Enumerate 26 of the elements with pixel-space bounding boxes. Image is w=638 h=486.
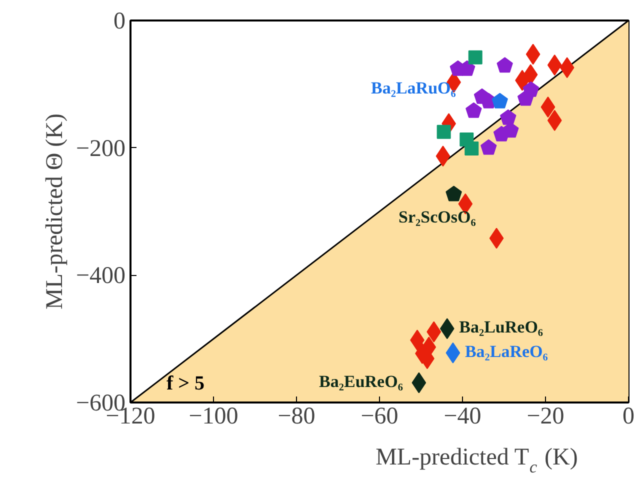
x-tick-label: −20 (526, 404, 564, 430)
y-axis-title: ML-predicted Θ (K) (42, 114, 68, 310)
annotation: Ba₂EuReO₆ (319, 372, 403, 391)
y-tick-label: −200 (76, 136, 126, 162)
x-tick-label: −40 (444, 404, 482, 430)
annotation: Ba₂LaReO₆ (464, 342, 548, 361)
point (466, 102, 482, 118)
annotation: Ba₂LuReO₆ (459, 318, 544, 337)
point (468, 50, 482, 64)
annotation: Sr₂ScOsO₆ (398, 207, 476, 226)
x-tick-label: 0 (622, 404, 634, 430)
annotation: f > 5 (166, 372, 205, 394)
y-tick-label: 0 (114, 8, 126, 34)
point (500, 109, 516, 125)
point (480, 139, 497, 155)
y-tick-label: −400 (76, 263, 126, 290)
x-tick-label: −60 (360, 404, 398, 430)
x-tick-label: −100 (188, 404, 238, 430)
point (492, 92, 508, 108)
point (436, 124, 451, 139)
point (493, 126, 510, 142)
point (464, 141, 479, 156)
point (517, 90, 534, 106)
point (446, 186, 462, 202)
x-tick-label: −80 (278, 404, 316, 430)
point (496, 57, 513, 73)
